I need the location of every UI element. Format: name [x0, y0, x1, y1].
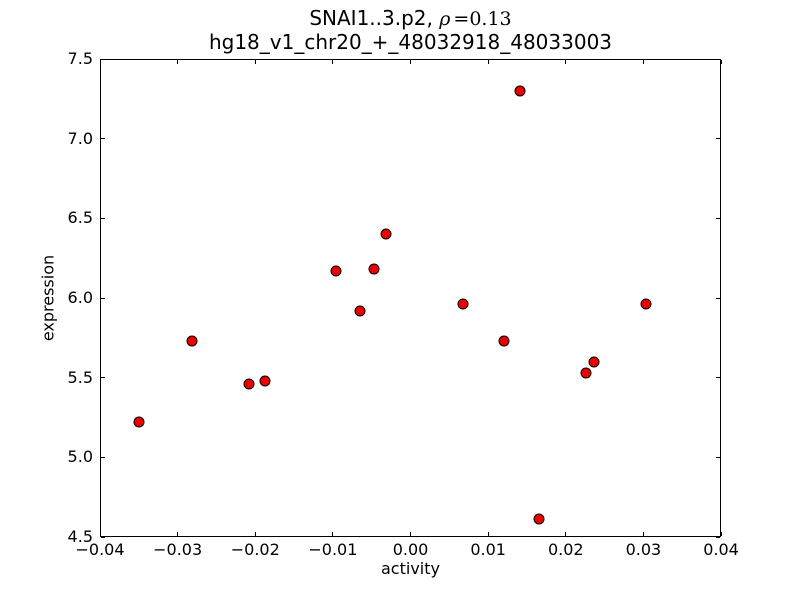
x-tick-mark-bottom [99, 532, 101, 536]
data-point [133, 416, 145, 428]
data-point [457, 298, 469, 310]
y-tick-mark-left [101, 297, 105, 299]
y-tick-mark-right [716, 297, 720, 299]
x-tick-mark-bottom [410, 532, 411, 536]
data-point [514, 85, 526, 97]
y-tick-mark-right [716, 536, 720, 538]
y-tick-mark-left [101, 138, 105, 140]
x-axis-label: activity [381, 559, 440, 578]
y-tick-mark-right [716, 58, 720, 60]
rho-value: =0.13 [453, 8, 512, 30]
chart-title: SNAI1..3.p2, ρ =0.13 [100, 7, 721, 31]
data-point [498, 335, 510, 347]
y-tick-label: 5.0 [67, 447, 93, 467]
data-point [186, 335, 198, 347]
x-tick-label: 0.02 [547, 540, 584, 559]
y-tick-label: 7.0 [67, 128, 93, 148]
data-point [580, 367, 592, 379]
x-tick-label: −0.01 [308, 540, 358, 559]
x-tick-mark-bottom [177, 532, 179, 536]
x-tick-mark-top [254, 60, 256, 64]
x-tick-mark-top [177, 60, 179, 64]
y-tick-mark-left [101, 377, 105, 379]
x-tick-label: 0.04 [703, 540, 739, 559]
y-tick-mark-right [716, 377, 720, 379]
y-tick-mark-right [716, 138, 720, 140]
x-tick-mark-top [487, 60, 489, 64]
x-tick-mark-bottom [487, 532, 489, 536]
x-tick-label: 0.00 [392, 540, 429, 559]
chart-title-text: SNAI1..3.p2, [309, 6, 440, 30]
x-tick-mark-top [332, 60, 334, 64]
x-tick-mark-top [410, 60, 411, 64]
y-tick-mark-right [716, 217, 720, 219]
x-tick-label: −0.03 [153, 540, 203, 559]
x-tick-mark-bottom [720, 532, 722, 536]
y-tick-mark-left [101, 536, 105, 538]
x-tick-mark-bottom [565, 532, 567, 536]
y-tick-mark-left [101, 58, 105, 60]
x-tick-label: 0.03 [625, 540, 662, 559]
y-tick-mark-left [101, 456, 105, 458]
rho-symbol: ρ [439, 8, 451, 30]
x-tick-mark-bottom [332, 532, 334, 536]
x-tick-label: 0.01 [470, 540, 506, 559]
x-tick-mark-bottom [254, 532, 256, 536]
chart-subtitle: hg18_v1_chr20_+_48032918_48033003 [208, 30, 613, 54]
y-tick-label: 7.5 [67, 49, 93, 68]
x-tick-mark-bottom [642, 532, 644, 536]
x-tick-mark-top [99, 60, 101, 64]
y-tick-label: 6.0 [67, 288, 93, 307]
data-point [259, 375, 271, 387]
data-point [533, 513, 545, 525]
x-tick-label: −0.02 [230, 540, 280, 559]
data-point [243, 378, 255, 390]
y-tick-label: 6.5 [67, 208, 93, 228]
data-point [368, 263, 380, 275]
data-point [330, 265, 342, 277]
data-point [588, 356, 600, 368]
x-tick-label: −0.04 [75, 540, 125, 559]
y-tick-mark-left [101, 217, 105, 219]
data-point [354, 305, 366, 317]
x-tick-mark-top [720, 60, 722, 64]
y-tick-label: 4.5 [67, 527, 93, 546]
x-tick-mark-top [642, 60, 644, 64]
y-tick-label: 5.5 [67, 367, 93, 387]
x-tick-mark-top [565, 60, 567, 64]
data-point [640, 298, 652, 310]
y-tick-mark-right [716, 456, 720, 458]
plot-area [100, 59, 721, 537]
data-point [380, 228, 392, 240]
